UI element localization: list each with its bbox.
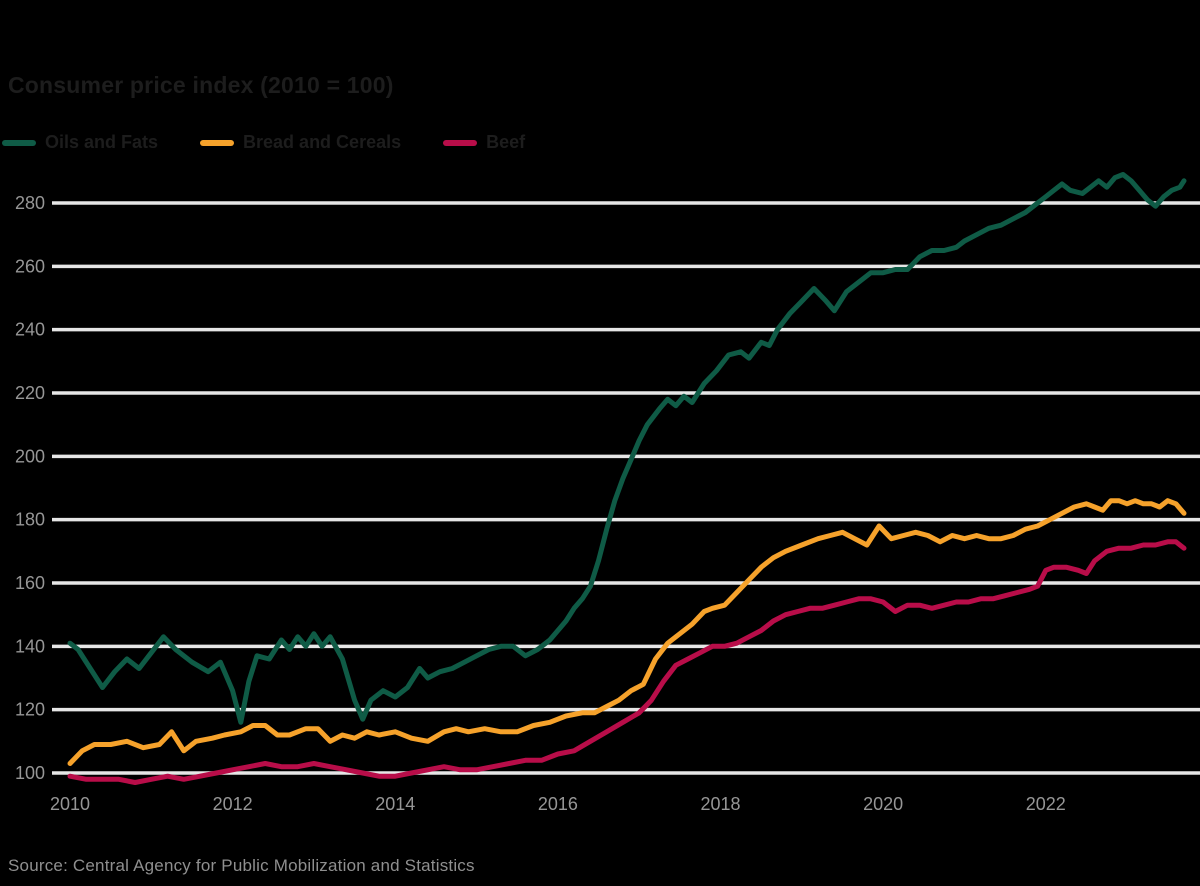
y-axis-tick-label: 260 <box>15 256 45 276</box>
y-axis-tick-label: 180 <box>15 510 45 530</box>
source-note: Source: Central Agency for Public Mobili… <box>8 856 475 875</box>
y-axis-tick-label: 280 <box>15 193 45 213</box>
legend-item-bread-and-cereals: Bread and Cereals <box>200 132 401 153</box>
x-axis-tick-label: 2010 <box>50 794 90 814</box>
legend: Oils and Fats Bread and Cereals Beef <box>2 132 525 153</box>
y-axis-tick-label: 220 <box>15 383 45 403</box>
legend-item-beef: Beef <box>443 132 525 153</box>
y-axis-tick-label: 100 <box>15 763 45 783</box>
legend-swatch-beef <box>443 139 478 146</box>
x-axis-tick-label: 2016 <box>538 794 578 814</box>
chart-title: Consumer price index (2010 = 100) <box>8 72 394 98</box>
legend-label-bread-and-cereals: Bread and Cereals <box>243 132 402 152</box>
x-axis-tick-label: 2020 <box>863 794 903 814</box>
y-axis-tick-label: 120 <box>15 700 45 720</box>
x-axis-tick-label: 2018 <box>700 794 740 814</box>
x-axis-tick-label: 2022 <box>1026 794 1066 814</box>
y-axis-tick-label: 140 <box>15 636 45 656</box>
x-axis-tick-label: 2012 <box>213 794 253 814</box>
y-axis-tick-label: 200 <box>15 446 45 466</box>
series-line-bread-and-cereals <box>67 498 1187 766</box>
y-axis-tick-label: 240 <box>15 320 45 340</box>
series-line-beef <box>67 539 1187 785</box>
legend-swatch-oils-and-fats <box>2 139 36 146</box>
legend-item-oils-and-fats: Oils and Fats <box>2 132 158 153</box>
series-line-oils-and-fats <box>67 172 1187 725</box>
legend-label-beef: Beef <box>486 132 526 152</box>
y-axis-tick-label: 160 <box>15 573 45 593</box>
legend-swatch-bread-and-cereals <box>200 139 235 146</box>
legend-label-oils-and-fats: Oils and Fats <box>45 132 159 152</box>
x-axis-tick-label: 2014 <box>375 794 415 814</box>
